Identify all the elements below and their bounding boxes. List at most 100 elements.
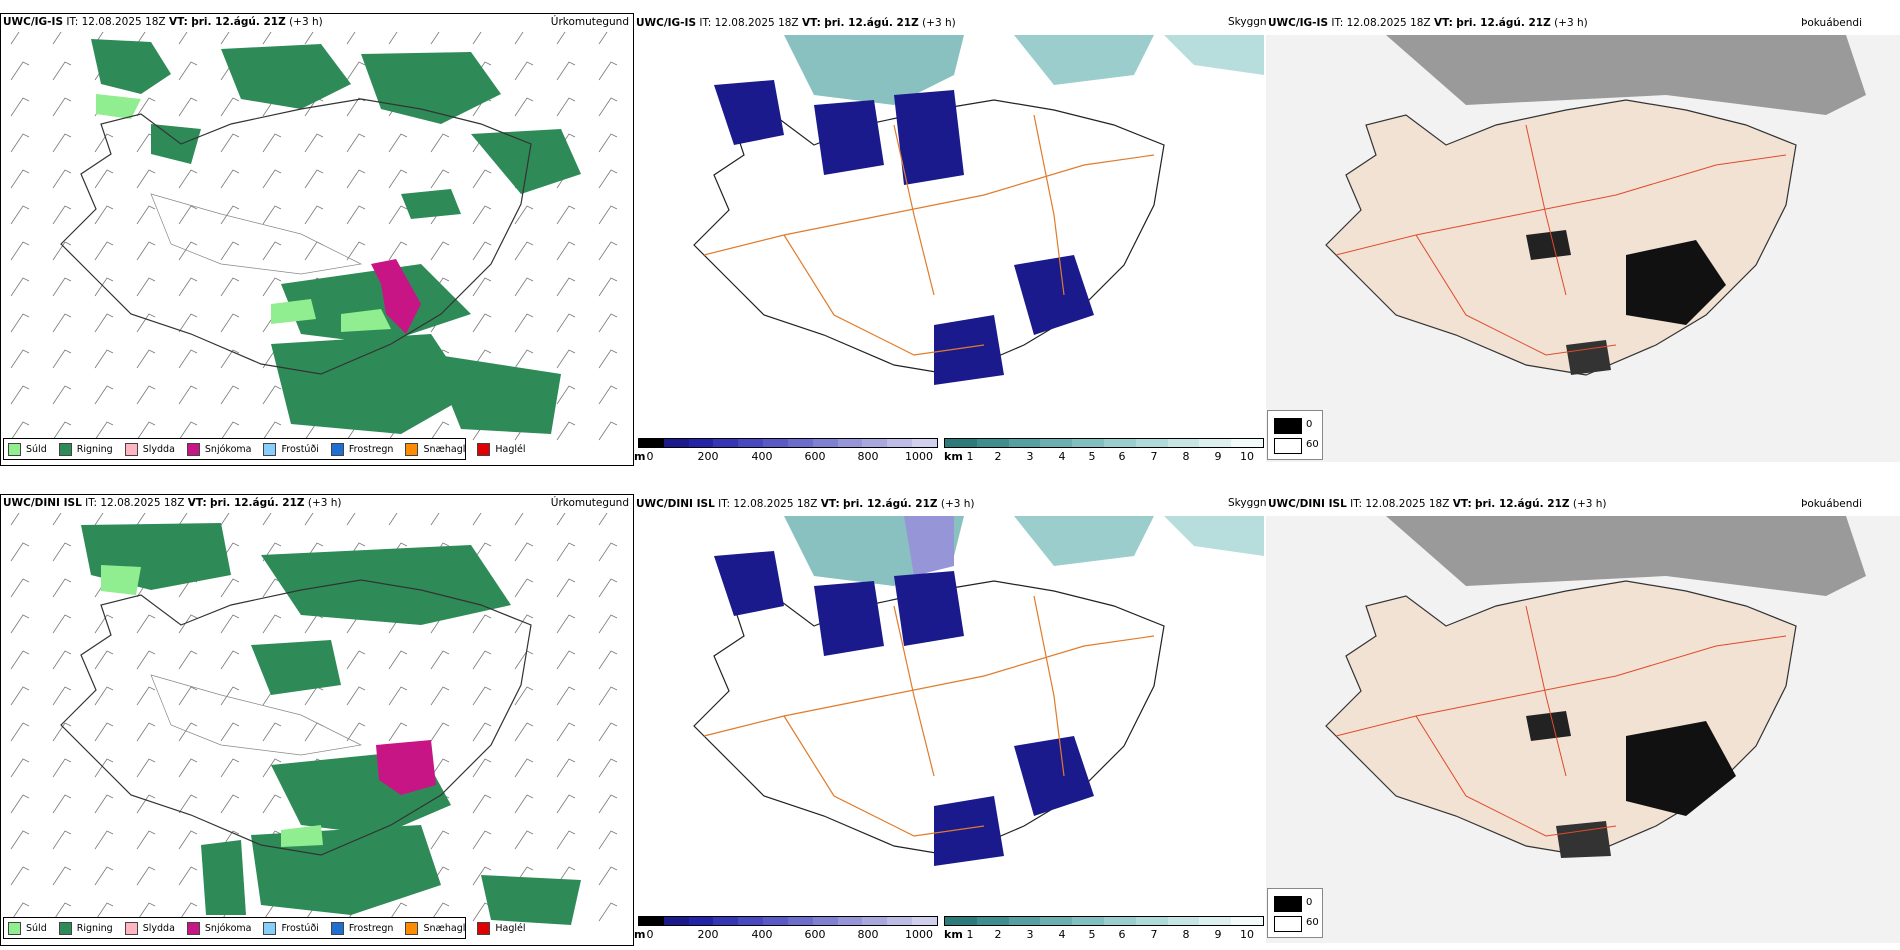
legend-label: Snjókoma bbox=[204, 443, 252, 455]
lead-time: (+3 h) bbox=[1572, 498, 1607, 510]
lead-time: (+3 h) bbox=[922, 17, 956, 29]
model-name: UWC/DINI ISL bbox=[636, 498, 715, 510]
height-tick: 200 bbox=[697, 928, 719, 941]
model-name: UWC/IG-IS bbox=[1268, 17, 1329, 29]
legend-swatch bbox=[330, 442, 344, 456]
legend-label: Haglél bbox=[495, 443, 526, 455]
precip-type-legend: Súld Rigning Slydda Snjókoma Frostúði Fr… bbox=[3, 917, 526, 939]
valid-time-label: VT: bbox=[187, 497, 207, 509]
valid-time-label: VT: bbox=[820, 498, 840, 510]
legend-item: Frostúði bbox=[263, 442, 319, 456]
vis-tick: 10 bbox=[1240, 450, 1254, 462]
legend-label: Frostúði bbox=[281, 922, 319, 934]
valid-time: þri. 12.ágú. 21Z bbox=[210, 497, 305, 509]
height-tick: 600 bbox=[804, 928, 826, 941]
vis-tick: 6 bbox=[1118, 450, 1126, 462]
panel-title-precip-type: Úrkomutegund bbox=[550, 16, 629, 28]
height-tick: 400 bbox=[751, 928, 773, 941]
legend-swatch bbox=[186, 921, 200, 935]
legend-item: Rigning bbox=[58, 921, 113, 935]
legend-item: Slydda bbox=[124, 442, 175, 456]
legend-label: Snjókoma bbox=[204, 922, 252, 934]
legend-label: Snæhagl bbox=[423, 922, 466, 934]
precip-type-map-canvas bbox=[1, 513, 633, 925]
init-time: 12.08.2025 18Z bbox=[733, 498, 818, 510]
vis-tick: 7 bbox=[1150, 450, 1158, 462]
legend-swatch bbox=[58, 921, 72, 935]
vis-tick: 1 bbox=[966, 928, 974, 941]
precip-type-map-row2: UWC/DINI ISL IT: 12.08.2025 18Z VT: þri.… bbox=[0, 494, 634, 946]
vis-tick: 2 bbox=[994, 450, 1002, 462]
legend-item: Haglél bbox=[477, 442, 526, 456]
precip-type-map-row1: UWC/IG-IS IT: 12.08.2025 18Z VT: þri. 12… bbox=[0, 13, 634, 466]
height-tick: 800 bbox=[857, 928, 879, 941]
legend-label: Haglél bbox=[495, 922, 526, 934]
vis-tick: 9 bbox=[1214, 928, 1222, 941]
valid-time-label: VT: bbox=[168, 16, 188, 28]
vis-tick: 4 bbox=[1058, 450, 1066, 462]
legend-swatch bbox=[263, 442, 277, 456]
init-time: 12.08.2025 18Z bbox=[81, 16, 166, 28]
fog-map-header: UWC/DINI ISL IT: 12.08.2025 18Z VT: þri.… bbox=[1268, 498, 1898, 512]
vis-tick: 2 bbox=[994, 928, 1002, 941]
legend-item: Frostúði bbox=[263, 921, 319, 935]
legend-item: Snæhagl bbox=[405, 442, 465, 456]
valid-time: þri. 12.ágú. 21Z bbox=[1475, 498, 1570, 510]
height-tick: 600 bbox=[804, 450, 826, 462]
legend-swatch bbox=[263, 921, 277, 935]
visibility-map-header: UWC/DINI ISL IT: 12.08.2025 18Z VT: þri.… bbox=[636, 498, 1262, 512]
model-name: UWC/DINI ISL bbox=[1268, 498, 1347, 510]
valid-time-label: VT: bbox=[1433, 17, 1453, 29]
legend-item: Frostregn bbox=[330, 442, 393, 456]
valid-time: þri. 12.ágú. 21Z bbox=[191, 16, 286, 28]
height-colorbar: m 0 200 400 600 800 1000 km 1 2 3 4 5 6 … bbox=[634, 914, 1264, 941]
panel-title-fog: Þokuábendi bbox=[1801, 17, 1862, 29]
vis-tick: 6 bbox=[1118, 928, 1126, 941]
vis-tick: 10 bbox=[1240, 928, 1254, 941]
legend-label: Súld bbox=[26, 922, 47, 934]
visibility-colorbar-scale bbox=[944, 438, 1264, 448]
lead-time: (+3 h) bbox=[940, 498, 975, 510]
legend-item: Snjókoma bbox=[186, 442, 252, 456]
visibility-map-canvas bbox=[634, 35, 1264, 420]
init-time-label: IT: bbox=[66, 16, 79, 28]
vis-tick: 8 bbox=[1182, 450, 1190, 462]
fog-legend-low-swatch bbox=[1274, 896, 1302, 912]
height-tick: 1000 bbox=[905, 928, 933, 941]
panel-title-precip-type: Úrkomutegund bbox=[550, 497, 629, 509]
lead-time: (+3 h) bbox=[1554, 17, 1588, 29]
fog-map-header: UWC/IG-IS IT: 12.08.2025 18Z VT: þri. 12… bbox=[1268, 17, 1898, 31]
height-tick: 200 bbox=[697, 450, 719, 462]
init-time-label: IT: bbox=[1331, 17, 1344, 29]
legend-swatch bbox=[8, 442, 21, 456]
valid-time: þri. 12.ágú. 21Z bbox=[1456, 17, 1551, 29]
height-unit: m bbox=[634, 450, 646, 462]
legend-item: Snæhagl bbox=[405, 921, 466, 935]
fog-map-canvas bbox=[1266, 35, 1900, 462]
fog-legend-high-swatch bbox=[1274, 438, 1302, 454]
model-name: UWC/IG-IS bbox=[636, 17, 697, 29]
height-unit: m bbox=[634, 928, 646, 941]
vis-tick: 3 bbox=[1026, 450, 1034, 462]
legend-swatch bbox=[8, 921, 21, 935]
legend-swatch bbox=[405, 442, 419, 456]
init-time: 12.08.2025 18Z bbox=[100, 497, 185, 509]
legend-swatch bbox=[405, 921, 419, 935]
vis-tick: 4 bbox=[1058, 928, 1066, 941]
precip-type-legend: Súld Rigning Slydda Snjókoma Frostúði Fr… bbox=[3, 438, 526, 460]
vis-tick: 5 bbox=[1088, 928, 1096, 941]
fog-legend-low-label: 0 bbox=[1306, 419, 1313, 430]
legend-swatch bbox=[124, 442, 138, 456]
vis-tick: 3 bbox=[1026, 928, 1034, 941]
height-tick: 0 bbox=[646, 450, 654, 462]
vis-tick: 8 bbox=[1182, 928, 1190, 941]
visibility-map-header: UWC/IG-IS IT: 12.08.2025 18Z VT: þri. 12… bbox=[636, 17, 1262, 31]
height-tick: 0 bbox=[646, 928, 654, 941]
visibility-map-row1: UWC/IG-IS IT: 12.08.2025 18Z VT: þri. 12… bbox=[634, 15, 1264, 462]
init-time: 12.08.2025 18Z bbox=[714, 17, 799, 29]
legend-item: Slydda bbox=[124, 921, 175, 935]
init-time-label: IT: bbox=[85, 497, 98, 509]
lead-time: (+3 h) bbox=[307, 497, 342, 509]
panel-title-visibility: Skyggni bbox=[1228, 497, 1270, 509]
fog-map-row2: UWC/DINI ISL IT: 12.08.2025 18Z VT: þri.… bbox=[1266, 496, 1900, 943]
